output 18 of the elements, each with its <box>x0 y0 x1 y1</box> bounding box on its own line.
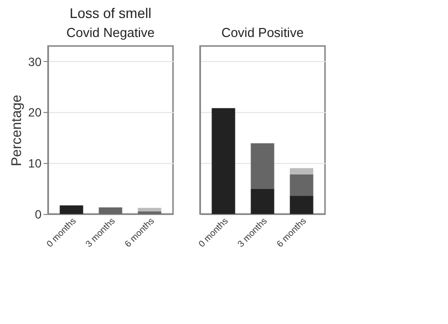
y-tick-label: 10 <box>28 156 42 171</box>
bar <box>138 208 162 212</box>
chart-subtitle: Covid Negative <box>66 25 155 40</box>
bar <box>290 174 314 196</box>
y-tick-label: 0 <box>34 208 42 222</box>
y-tick-label: 30 <box>28 54 42 69</box>
bar <box>250 143 274 190</box>
bar <box>138 211 162 214</box>
chart-title: Loss of smell <box>70 5 152 21</box>
bar <box>250 189 274 214</box>
y-axis-title: Percentage <box>8 94 24 166</box>
bar <box>290 196 314 214</box>
bar <box>98 207 122 214</box>
bar <box>60 205 84 214</box>
bar <box>212 108 236 214</box>
bar <box>290 168 314 174</box>
chart-subtitle: Covid Positive <box>221 25 304 40</box>
y-tick-label: 20 <box>28 106 42 120</box>
